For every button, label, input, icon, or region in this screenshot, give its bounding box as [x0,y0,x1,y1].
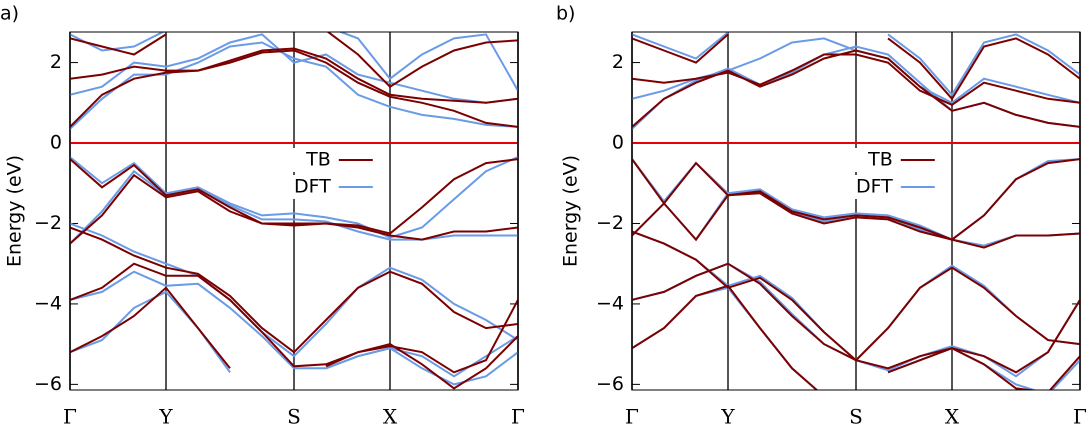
band-line [632,262,1080,374]
band-line [632,33,1080,101]
y-axis-label: Energy (eV) [560,155,582,267]
legend-label: DFT [856,176,893,198]
band-line [70,222,518,358]
band-line [70,226,518,354]
band-line [632,32,1080,97]
band-line [70,41,518,130]
plot-frame [69,31,519,391]
band-line [70,286,518,390]
x-tick-label: X [945,405,960,429]
band-line [632,158,1080,241]
x-tick-label: X [383,405,398,429]
y-tick-label: −2 [34,212,62,234]
x-tick-label: Γ [1073,405,1087,429]
band-line [70,270,518,378]
band-line [70,262,518,374]
y-tick-label: −6 [34,373,62,395]
band-line [70,49,518,128]
x-tick-label: Y [158,405,173,429]
band-line [70,169,518,245]
x-tick-label: S [849,405,863,429]
band-line [632,49,1080,128]
band-line [632,53,1080,106]
y-tick-label: 2 [50,51,62,73]
plot-area [632,32,1080,390]
band-line [70,32,518,88]
x-tick-label: Γ [625,405,639,429]
y-tick-label: 2 [612,51,624,73]
x-tick-label: Y [720,405,735,429]
band-line [632,192,1080,249]
x-tick-label: Γ [511,405,525,429]
y-tick-label: −6 [596,373,624,395]
x-tick-label: Γ [63,405,77,429]
panel-label: b) [556,3,575,25]
plot-frame [631,31,1081,391]
x-tick-label: S [287,405,301,429]
band-line [70,158,518,235]
y-tick-label: −2 [596,212,624,234]
band-line [632,284,1080,390]
plot-area [70,32,518,390]
band-line [70,33,518,104]
y-axis-label: Energy (eV) [4,155,26,267]
panel-label: a) [0,3,19,25]
legend-label: TB [305,149,331,171]
band-line [70,156,518,239]
legend-label: DFT [294,176,331,198]
y-tick-label: 0 [50,132,62,154]
y-tick-label: −4 [34,292,62,314]
legend-label: TB [867,149,893,171]
y-tick-label: 0 [612,132,624,154]
band-line [70,47,518,104]
band-line [70,173,518,245]
y-tick-label: −4 [596,292,624,314]
